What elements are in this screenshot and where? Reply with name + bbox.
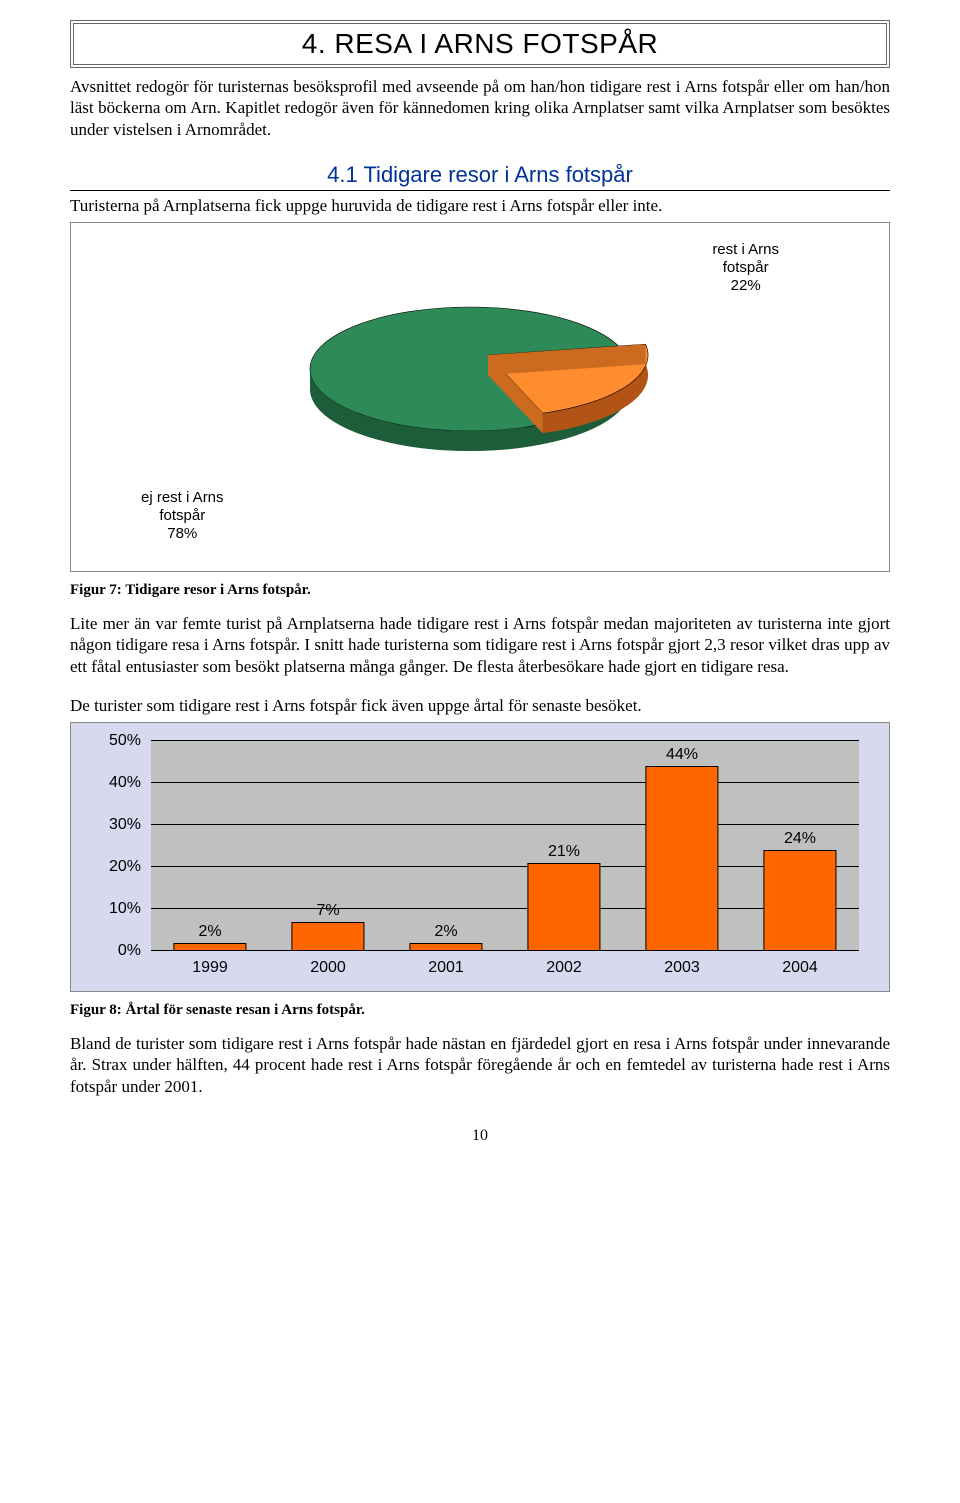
section-4-1-intro: Turisterna på Arnplatserna fick uppge hu…	[70, 195, 890, 216]
title-frame: 4. RESA I ARNS FOTSPÅR	[70, 20, 890, 68]
pie-label-rest-l1: rest i Arns	[712, 241, 779, 258]
section-4-1-heading: 4.1 Tidigare resor i Arns fotspår	[70, 162, 890, 190]
xtick: 1999	[151, 951, 269, 991]
figure-8-caption: Figur 8: Årtal för senaste resan i Arns …	[70, 1002, 890, 1019]
xtick: 2004	[741, 951, 859, 991]
bar-label: 2%	[198, 923, 221, 941]
ytick-0: 0%	[118, 942, 141, 960]
bar-2001: 2%	[409, 943, 482, 951]
bar-slot: 2%	[387, 741, 505, 951]
pie-label-rest: rest i Arns fotspår 22%	[712, 241, 779, 295]
pie-label-ejrest-l3: 78%	[167, 525, 197, 542]
bar-plot-area: 0% 10% 20% 30% 40% 50% 2% 7%	[151, 741, 859, 951]
ytick-5: 50%	[109, 732, 141, 750]
section-4-1-heading-wrap: 4.1 Tidigare resor i Arns fotspår	[70, 162, 890, 191]
page-title: 4. RESA I ARNS FOTSPÅR	[74, 28, 886, 60]
bar-2002: 21%	[527, 863, 600, 951]
xtick: 2000	[269, 951, 387, 991]
bars-row: 2% 7% 2% 21% 44%	[151, 741, 859, 951]
ytick-1: 10%	[109, 900, 141, 918]
x-axis: 1999 2000 2001 2002 2003 2004	[151, 951, 859, 991]
pie-label-ejrest-l1: ej rest i Arns	[141, 489, 224, 506]
pie-label-rest-l3: 22%	[731, 277, 761, 294]
pie-chart: rest i Arns fotspår 22% ej rest i Arns f…	[70, 222, 890, 572]
bar-chart: 0% 10% 20% 30% 40% 50% 2% 7%	[70, 722, 890, 992]
pie-svg	[270, 254, 690, 484]
figure-7-caption: Figur 7: Tidigare resor i Arns fotspår.	[70, 582, 890, 599]
pie-label-ejrest-l2: fotspår	[159, 507, 205, 524]
pie-label-ejrest: ej rest i Arns fotspår 78%	[141, 489, 224, 543]
bar-slot: 44%	[623, 741, 741, 951]
xtick: 2003	[623, 951, 741, 991]
bar-label: 24%	[784, 830, 816, 848]
page-number: 10	[70, 1127, 890, 1145]
bar-slot: 2%	[151, 741, 269, 951]
ytick-2: 20%	[109, 858, 141, 876]
bar-1999: 2%	[173, 943, 246, 951]
bar-2003: 44%	[645, 766, 718, 951]
bar-label: 44%	[666, 746, 698, 764]
bar-2000: 7%	[291, 922, 364, 951]
ytick-3: 30%	[109, 816, 141, 834]
xtick: 2002	[505, 951, 623, 991]
bar-2004: 24%	[763, 850, 836, 951]
bar-slot: 7%	[269, 741, 387, 951]
ytick-4: 40%	[109, 774, 141, 792]
paragraph-2: Lite mer än var femte turist på Arnplats…	[70, 613, 890, 677]
bar-label: 2%	[434, 923, 457, 941]
xtick: 2001	[387, 951, 505, 991]
paragraph-4: Bland de turister som tidigare rest i Ar…	[70, 1033, 890, 1097]
bar-slot: 21%	[505, 741, 623, 951]
bar-label: 21%	[548, 843, 580, 861]
bar-slot: 24%	[741, 741, 859, 951]
intro-paragraph: Avsnittet redogör för turisternas besöks…	[70, 76, 890, 140]
paragraph-3: De turister som tidigare rest i Arns fot…	[70, 695, 890, 716]
bar-label: 7%	[316, 902, 339, 920]
pie-label-rest-l2: fotspår	[723, 259, 769, 276]
